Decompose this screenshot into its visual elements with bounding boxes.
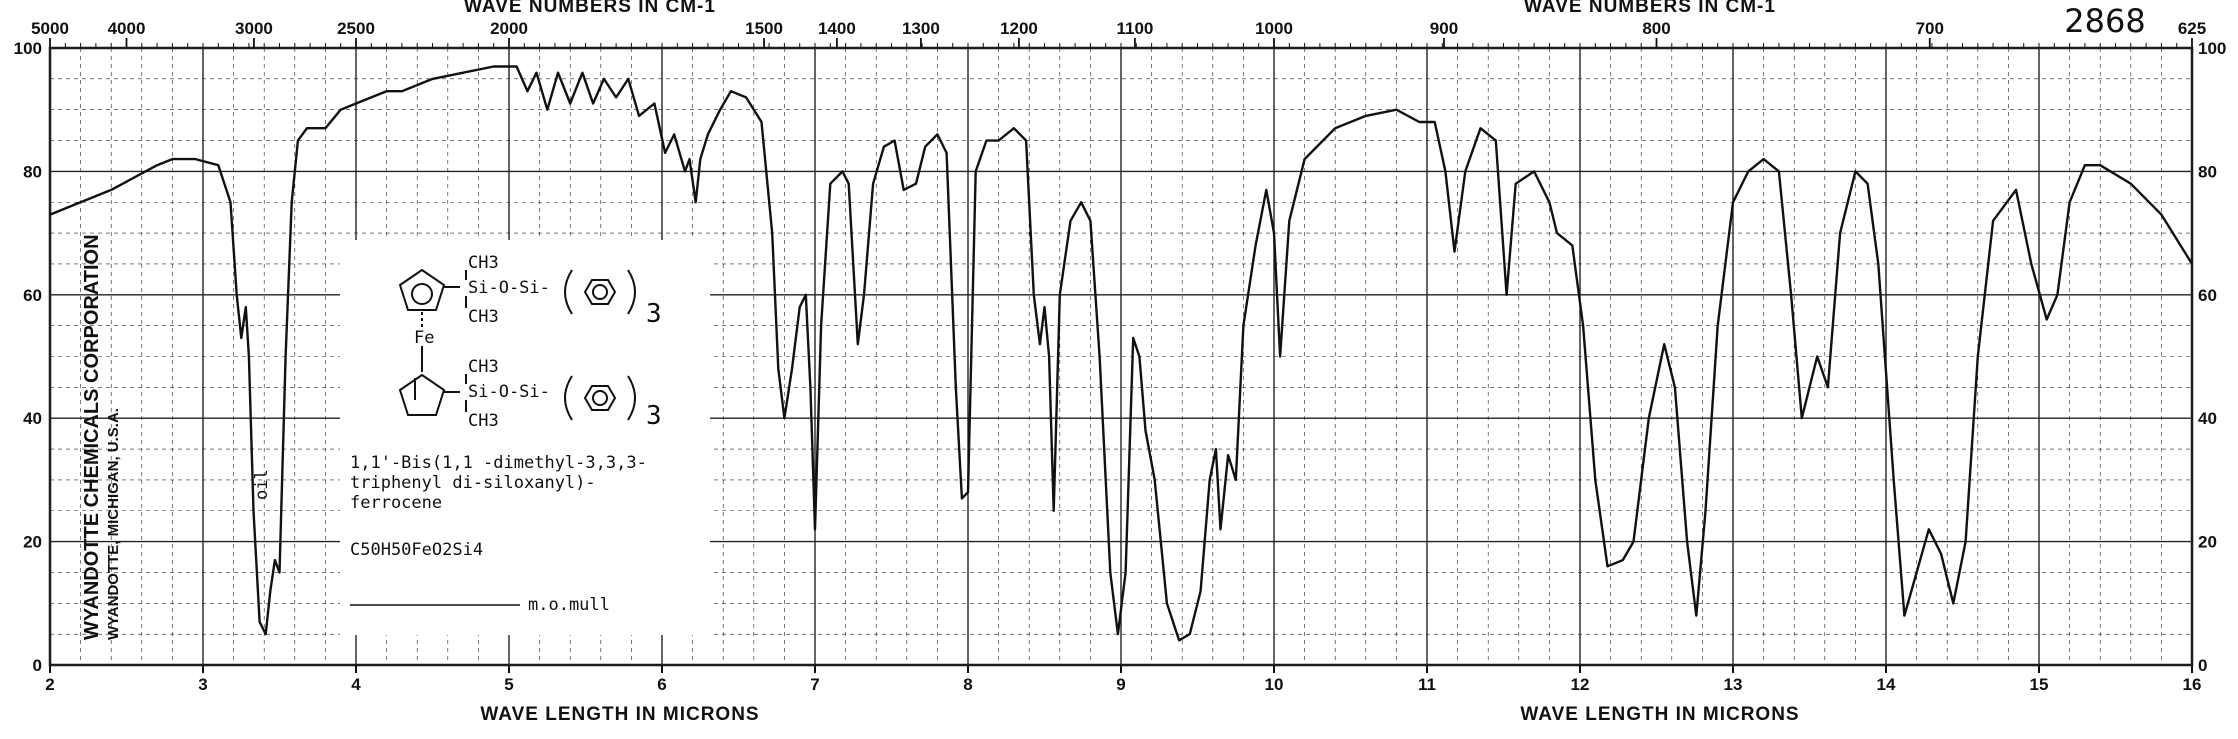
wavenumber-tick-label: 2500	[337, 19, 375, 38]
top-axis-title-left: WAVE NUMBERS IN CM-1	[464, 0, 716, 17]
wavenumber-tick-label: 1100	[1116, 19, 1153, 38]
y-tick-label-right: 40	[2198, 409, 2217, 428]
structure-subscript-3-bottom: 3	[646, 401, 662, 431]
structure-ch3-top-2: CH3	[468, 307, 499, 327]
oil-annotation: oil	[252, 469, 272, 500]
phenyl-paren-open-top	[564, 269, 573, 315]
top-axis-title-right: WAVE NUMBERS IN CM-1	[1524, 0, 1776, 17]
x-tick-label: 10	[1265, 675, 1284, 694]
wavenumber-tick-label: 625	[2178, 19, 2206, 38]
spectrum-trace	[49, 65, 2194, 642]
structure-si-o-si-bottom: Si-O-Si-	[468, 382, 550, 402]
x-tick-label: 7	[810, 675, 819, 694]
wavenumber-tick-label: 3000	[235, 19, 273, 38]
structure-si-o-si-top: Si-O-Si-	[468, 278, 550, 298]
cp-ring-top	[398, 268, 446, 311]
x-tick-label: 5	[504, 675, 513, 694]
wavenumber-tick-label: 1500	[745, 19, 783, 38]
x-tick-label: 8	[963, 675, 972, 694]
x-tick-label: 13	[1724, 675, 1743, 694]
structure-fe: Fe	[414, 328, 434, 348]
axis-ticks: 2 3 4 5 6 7 8 9 10 11 12 13 14 15 16020406080100020406…	[14, 19, 2227, 694]
x-tick-label: 12	[1571, 675, 1590, 694]
y-tick-label-left: 80	[23, 162, 42, 181]
x-tick-label: 14	[1877, 675, 1896, 694]
y-tick-label-right: 80	[2198, 162, 2217, 181]
compound-name-line-3: ferrocene	[350, 493, 442, 513]
compound-formula: C50H50FeO2Si4	[350, 540, 483, 560]
wavenumber-tick-label: 900	[1430, 19, 1458, 38]
wavenumber-tick-label: 1400	[818, 19, 856, 38]
y-tick-label-left: 0	[33, 656, 42, 675]
corporation-name: WYANDOTTE CHEMICALS CORPORATION	[81, 234, 103, 640]
phenyl-paren-close-top	[627, 269, 636, 315]
structure-ch3-bottom-1: CH3	[468, 357, 499, 377]
structure-ch3-top-1: CH3	[468, 253, 499, 273]
wavenumber-tick-label: 4000	[108, 19, 146, 38]
x-tick-label: 3	[198, 675, 207, 694]
x-tick-label: 9	[1116, 675, 1125, 694]
phenyl-paren-open-bottom	[564, 375, 573, 421]
structure-ch3-bottom-2: CH3	[468, 411, 499, 431]
bottom-axis-title-right: WAVE LENGTH IN MICRONS	[1520, 704, 1799, 725]
y-tick-label-left: 60	[23, 286, 42, 305]
x-tick-label: 15	[2030, 675, 2049, 694]
x-tick-label: 4	[351, 675, 361, 694]
y-tick-label-right: 0	[2198, 656, 2207, 675]
y-tick-label-right: 20	[2198, 533, 2217, 552]
compound-phase: m.o.mull	[528, 595, 610, 615]
phenyl-ring-top	[583, 279, 617, 305]
y-tick-label-left: 40	[23, 409, 42, 428]
compound-box	[340, 240, 710, 635]
x-tick-label: 6	[657, 675, 666, 694]
bottom-axis-title-left: WAVE LENGTH IN MICRONS	[480, 704, 759, 725]
phenyl-paren-close-bottom	[627, 375, 636, 421]
wavenumber-tick-label: 700	[1916, 19, 1944, 38]
x-tick-label: 16	[2183, 675, 2202, 694]
cp-ring-bottom	[398, 373, 446, 416]
wavenumber-tick-label: 1300	[902, 19, 940, 38]
corporation-address: WYANDOTTE, MICHIGAN, U.S.A.	[105, 408, 122, 640]
y-tick-label-left: 20	[23, 533, 42, 552]
x-tick-label: 2	[45, 675, 54, 694]
wavenumber-tick-label: 2000	[490, 19, 528, 38]
compound-name-line-1: 1,1'-Bis(1,1 -dimethyl-3,3,3-	[350, 453, 647, 473]
wavenumber-tick-label: 1200	[1000, 19, 1038, 38]
y-tick-label-right: 100	[2198, 39, 2226, 58]
structure-subscript-3-top: 3	[646, 299, 662, 329]
phenyl-ring-bottom-inner	[592, 390, 608, 406]
wavenumber-tick-label: 1000	[1255, 19, 1293, 38]
phenyl-ring-bottom	[583, 385, 617, 411]
y-tick-label-right: 60	[2198, 286, 2217, 305]
x-tick-label: 11	[1418, 675, 1436, 694]
phenyl-ring-top-inner	[592, 284, 608, 300]
structure-drawing	[398, 268, 636, 421]
compound-name-line-2: triphenyl di-siloxanyl)-	[350, 473, 596, 493]
wavenumber-tick-label: 800	[1642, 19, 1670, 38]
cp-ring-top-inner	[411, 283, 433, 305]
catalog-number: 2868	[2064, 2, 2145, 40]
y-tick-label-left: 100	[14, 39, 42, 58]
wavenumber-tick-label: 5000	[31, 19, 69, 38]
